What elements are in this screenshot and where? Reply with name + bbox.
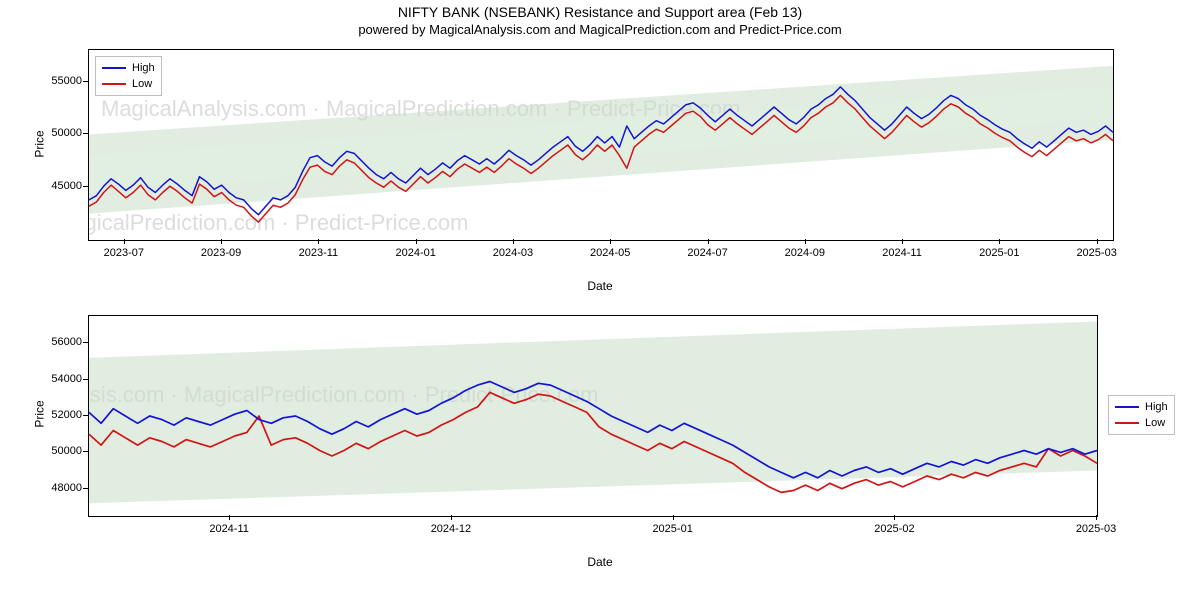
x-axis-label-top: Date (560, 279, 640, 293)
plot-area-top: MagicalAnalysis.com · MagicalPrediction.… (88, 49, 1114, 241)
x-tick-label: 2025-02 (874, 523, 914, 535)
x-tick-label: 2025-03 (1076, 523, 1116, 535)
legend-top: High Low (95, 56, 162, 96)
x-tick-label: 2024-05 (590, 247, 630, 259)
x-tick-label: 2025-01 (979, 247, 1019, 259)
y-tick-label: 48000 (34, 482, 82, 494)
x-tick-label: 2025-01 (652, 523, 692, 535)
legend-item-low: Low (1115, 415, 1168, 431)
chart-svg-top (89, 50, 1113, 240)
chart-subtitle: powered by MagicalAnalysis.com and Magic… (0, 22, 1200, 37)
legend-label-high: High (132, 62, 155, 74)
x-tick-label: 2023-07 (104, 247, 144, 259)
x-tick-label: 2023-09 (201, 247, 241, 259)
y-tick-label: 50000 (34, 445, 82, 457)
y-tick-label: 56000 (34, 336, 82, 348)
x-tick-label: 2024-01 (395, 247, 435, 259)
x-tick-label: 2025-03 (1076, 247, 1116, 259)
x-tick-label: 2024-03 (493, 247, 533, 259)
y-tick-label: 45000 (34, 180, 82, 192)
y-tick-label: 55000 (34, 75, 82, 87)
x-tick-label: 2023-11 (299, 247, 339, 259)
x-tick-label: 2024-09 (785, 247, 825, 259)
chart-panel-bottom: Price MagicalAnalysis.com · MagicalPredi… (0, 307, 1200, 587)
y-tick-label: 54000 (34, 373, 82, 385)
chart-svg-bottom (89, 316, 1097, 516)
legend-label-low: Low (1145, 417, 1165, 429)
legend-item-high: High (1115, 399, 1168, 415)
legend-label-low: Low (132, 78, 152, 90)
x-axis-label-bottom: Date (560, 555, 640, 569)
y-tick-label: 50000 (34, 127, 82, 139)
chart-title: NIFTY BANK (NSEBANK) Resistance and Supp… (0, 4, 1200, 20)
x-tick-label: 2024-12 (431, 523, 471, 535)
y-tick-label: 52000 (34, 409, 82, 421)
plot-area-bottom: MagicalAnalysis.com · MagicalPrediction.… (88, 315, 1098, 517)
x-tick-label: 2024-11 (209, 523, 249, 535)
legend-item-low: Low (102, 76, 155, 92)
chart-panel-top: Price MagicalAnalysis.com · MagicalPredi… (0, 37, 1200, 307)
x-tick-label: 2024-11 (882, 247, 922, 259)
legend-bottom: High Low (1108, 395, 1175, 435)
legend-item-high: High (102, 60, 155, 76)
legend-label-high: High (1145, 401, 1168, 413)
x-tick-label: 2024-07 (687, 247, 727, 259)
